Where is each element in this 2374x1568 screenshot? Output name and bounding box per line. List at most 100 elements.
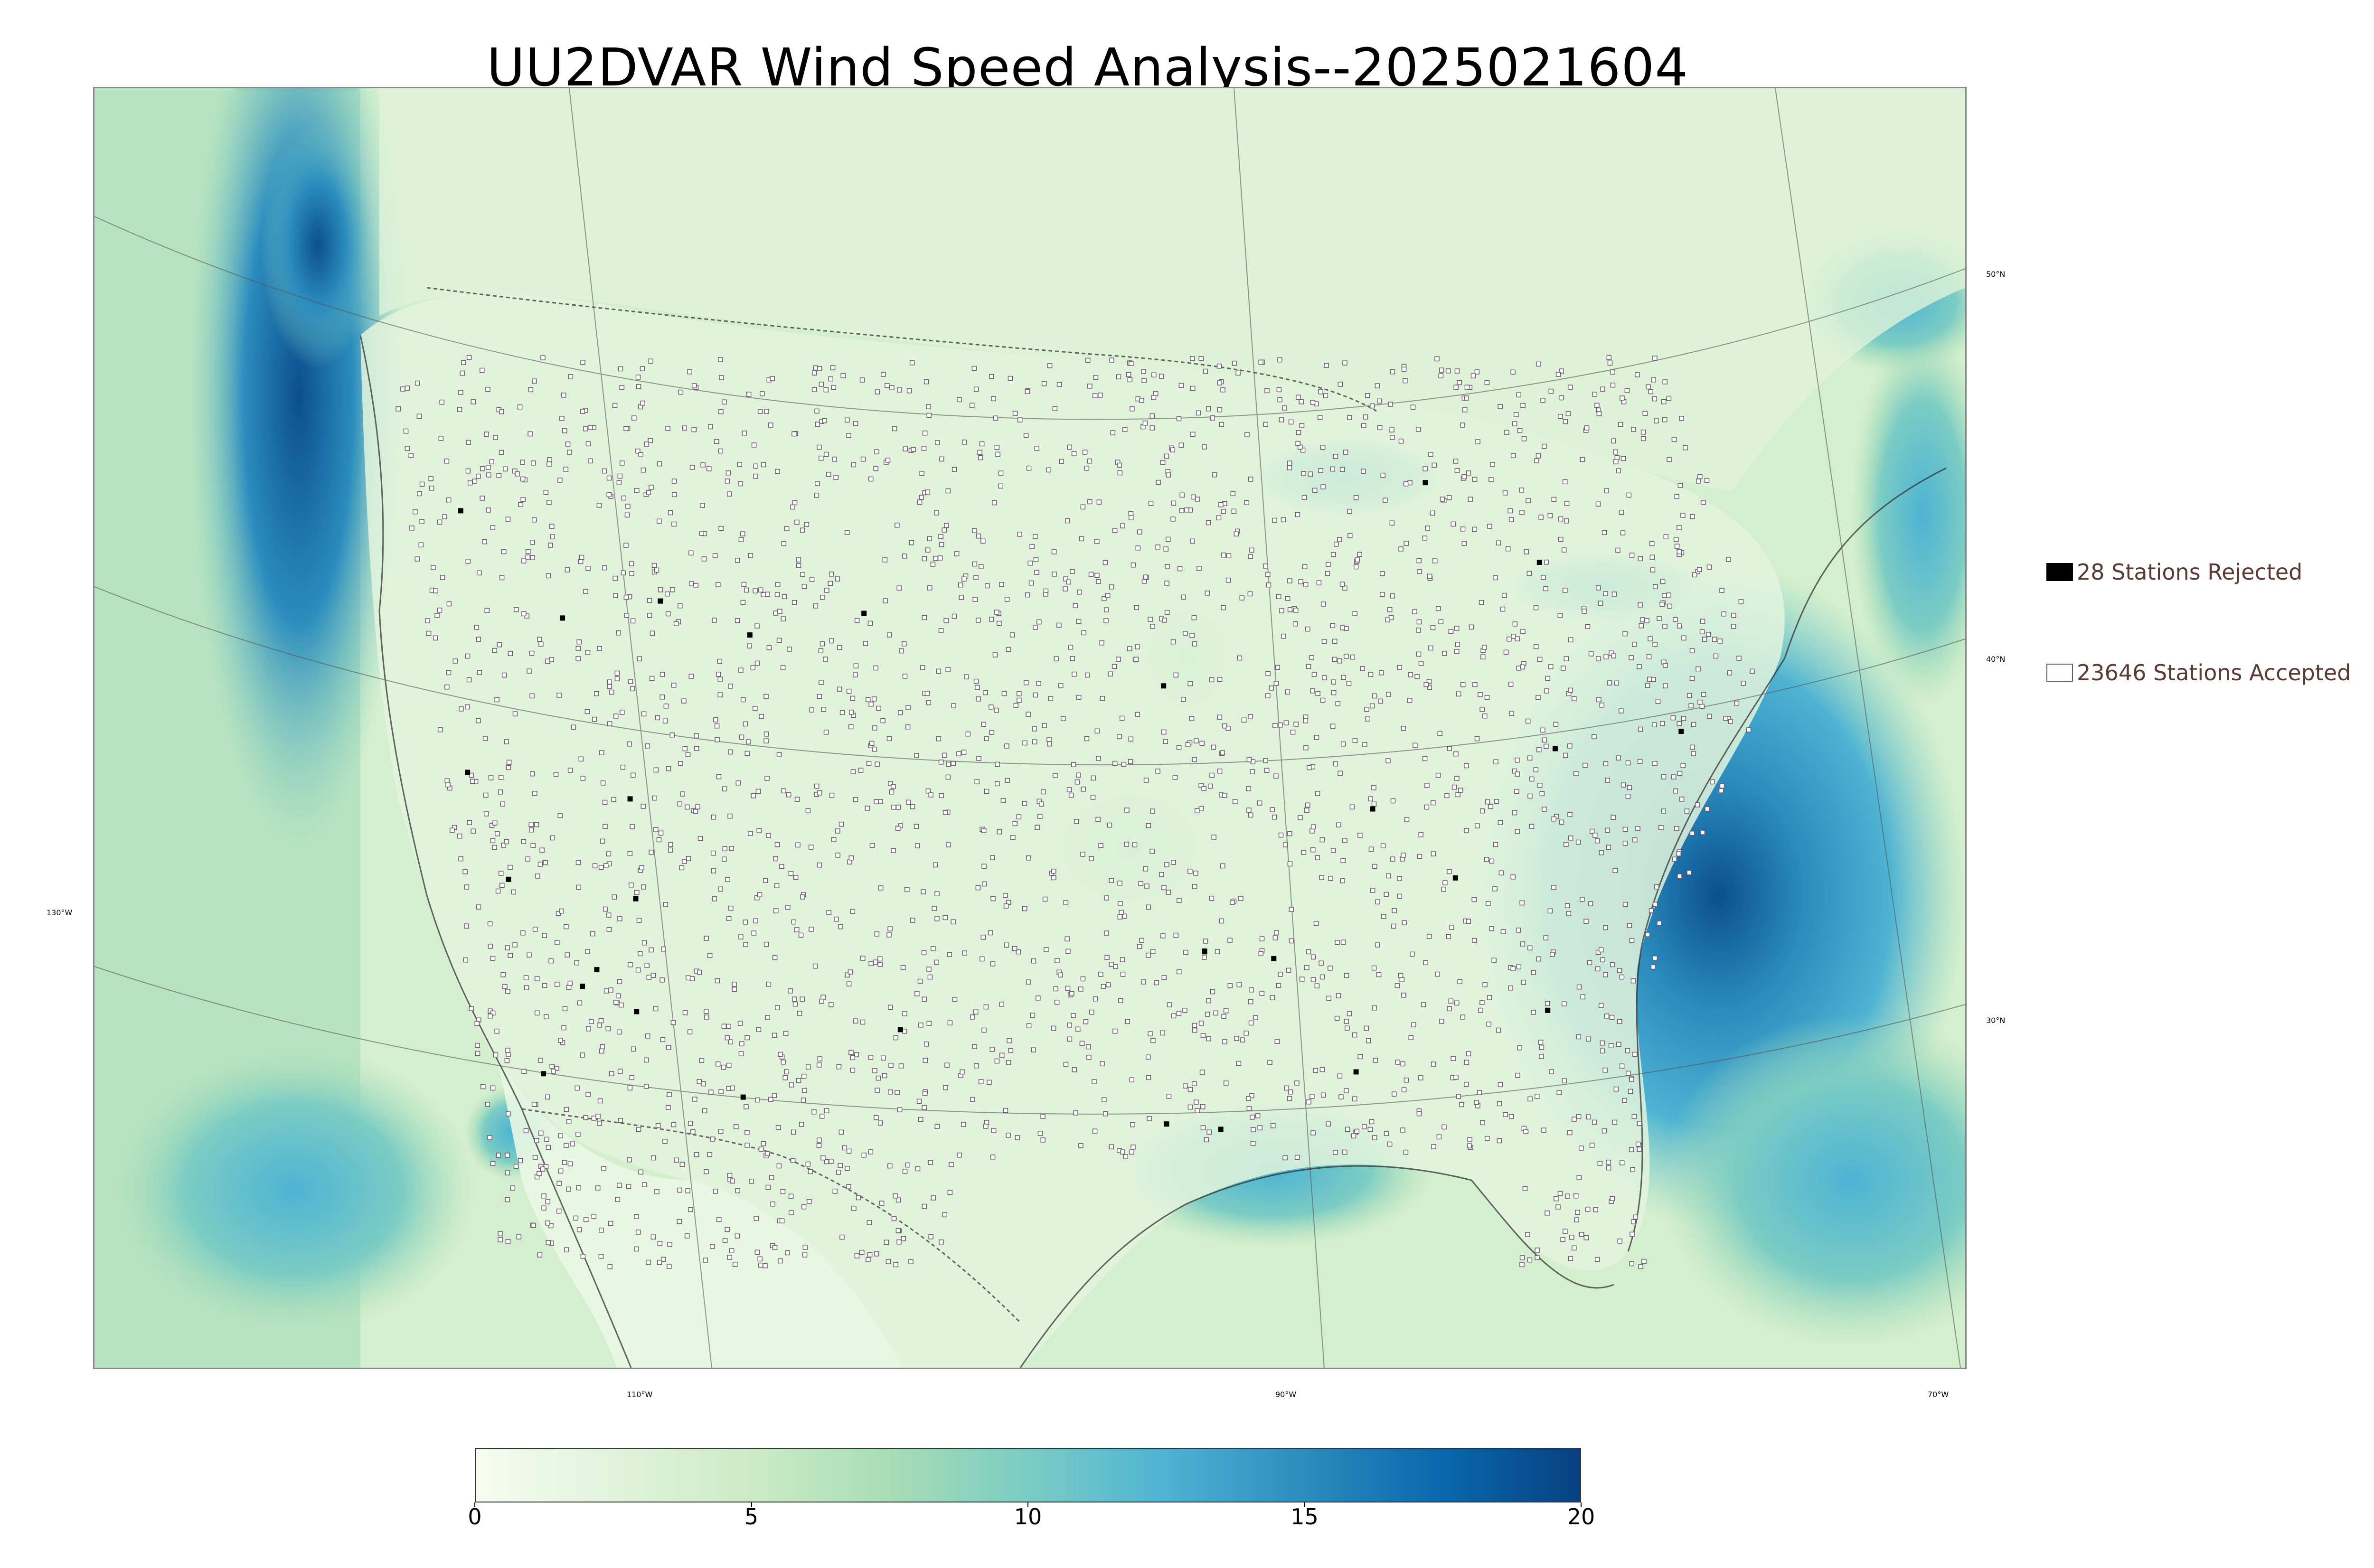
station-accepted-marker [1187, 681, 1193, 686]
station-accepted-marker [930, 562, 936, 567]
station-accepted-marker [562, 1160, 567, 1165]
station-accepted-marker [846, 1148, 852, 1154]
station-accepted-marker [598, 864, 604, 870]
station-accepted-marker [1263, 422, 1269, 427]
station-accepted-marker [545, 1094, 550, 1100]
station-accepted-marker [488, 1014, 493, 1019]
station-accepted-marker [1598, 1003, 1604, 1008]
station-accepted-marker [751, 930, 757, 936]
station-accepted-marker [1629, 1147, 1634, 1153]
station-accepted-marker [772, 955, 778, 960]
station-accepted-marker [1016, 814, 1022, 819]
station-accepted-marker [1310, 400, 1316, 405]
station-accepted-marker [1655, 699, 1661, 704]
station-accepted-marker [791, 431, 797, 437]
station-accepted-marker [981, 1027, 987, 1033]
station-accepted-marker [671, 683, 677, 688]
station-accepted-marker [1199, 1070, 1205, 1075]
station-accepted-marker [822, 418, 827, 423]
station-accepted-marker [1616, 468, 1621, 474]
wind-speed-map[interactable] [93, 87, 1967, 1369]
station-accepted-marker [829, 1158, 834, 1164]
station-accepted-marker [557, 813, 563, 818]
station-accepted-marker [618, 1118, 623, 1123]
station-accepted-marker [848, 1050, 854, 1055]
station-accepted-marker [824, 1159, 829, 1164]
station-accepted-marker [1003, 893, 1008, 898]
station-accepted-marker [1464, 763, 1469, 769]
station-accepted-marker [1330, 723, 1336, 729]
station-accepted-marker [1078, 1143, 1083, 1148]
station-accepted-marker [869, 741, 875, 746]
station-accepted-marker [821, 707, 827, 712]
station-accepted-marker [654, 1189, 659, 1194]
station-accepted-marker [845, 417, 850, 423]
station-accepted-marker [896, 1239, 902, 1245]
station-accepted-marker [1316, 580, 1322, 585]
station-accepted-marker [1579, 1145, 1584, 1151]
station-accepted-marker [583, 1217, 589, 1222]
station-accepted-marker [415, 556, 420, 562]
station-accepted-marker [753, 588, 758, 593]
station-accepted-marker [537, 1252, 543, 1258]
station-accepted-marker [521, 839, 527, 844]
station-accepted-marker [942, 915, 948, 920]
station-accepted-marker [1342, 1149, 1347, 1155]
station-accepted-marker [496, 473, 502, 478]
station-accepted-marker [1541, 575, 1546, 580]
station-accepted-marker [1386, 692, 1391, 697]
station-accepted-marker [1319, 1067, 1325, 1072]
station-accepted-marker [739, 734, 744, 740]
station-accepted-marker [939, 456, 944, 462]
station-accepted-marker [927, 536, 933, 541]
station-accepted-marker [713, 1189, 718, 1194]
station-accepted-marker [1371, 785, 1376, 790]
station-accepted-marker [1206, 406, 1211, 412]
station-accepted-marker [923, 1058, 928, 1063]
station-accepted-marker [548, 1223, 554, 1229]
station-accepted-marker [1638, 726, 1643, 732]
station-accepted-marker [1458, 788, 1463, 793]
station-accepted-marker [1531, 1010, 1536, 1015]
station-accepted-marker [1202, 444, 1207, 450]
station-accepted-marker [984, 736, 989, 741]
station-accepted-marker [1104, 955, 1110, 960]
station-accepted-marker [746, 392, 752, 397]
station-accepted-marker [658, 830, 664, 836]
station-accepted-marker [1461, 474, 1467, 479]
station-accepted-marker [1026, 712, 1031, 717]
station-accepted-marker [859, 377, 865, 383]
station-accepted-marker [1315, 855, 1320, 861]
station-accepted-marker [791, 1129, 796, 1135]
station-accepted-marker [631, 1046, 636, 1052]
station-accepted-marker [972, 528, 977, 534]
station-accepted-marker [976, 533, 981, 539]
lon-label-90: 90°W [1275, 1390, 1297, 1399]
station-accepted-marker [1559, 819, 1564, 825]
station-accepted-marker [1649, 908, 1654, 913]
station-accepted-marker [1221, 1014, 1226, 1019]
station-accepted-marker [518, 1158, 523, 1164]
station-accepted-marker [418, 542, 424, 548]
station-accepted-marker [458, 390, 463, 395]
station-accepted-marker [1627, 785, 1632, 790]
station-accepted-marker [1523, 1129, 1529, 1134]
station-accepted-marker [887, 1163, 893, 1169]
station-accepted-marker [531, 517, 537, 523]
station-accepted-marker [773, 856, 778, 862]
station-accepted-marker [1187, 1104, 1193, 1110]
station-accepted-marker [1594, 1257, 1600, 1262]
station-accepted-marker [512, 942, 518, 948]
station-accepted-marker [607, 1264, 613, 1269]
station-accepted-marker [1605, 827, 1610, 833]
station-accepted-marker [1719, 783, 1725, 789]
station-accepted-marker [685, 1188, 690, 1193]
station-accepted-marker [546, 500, 552, 505]
station-accepted-marker [677, 1219, 682, 1224]
station-accepted-marker [727, 1173, 733, 1178]
station-accepted-marker [678, 603, 683, 609]
station-accepted-marker [1677, 770, 1683, 776]
station-accepted-marker [606, 851, 612, 856]
station-accepted-marker [837, 645, 842, 650]
colorbar-tick-mark [1581, 1502, 1582, 1507]
